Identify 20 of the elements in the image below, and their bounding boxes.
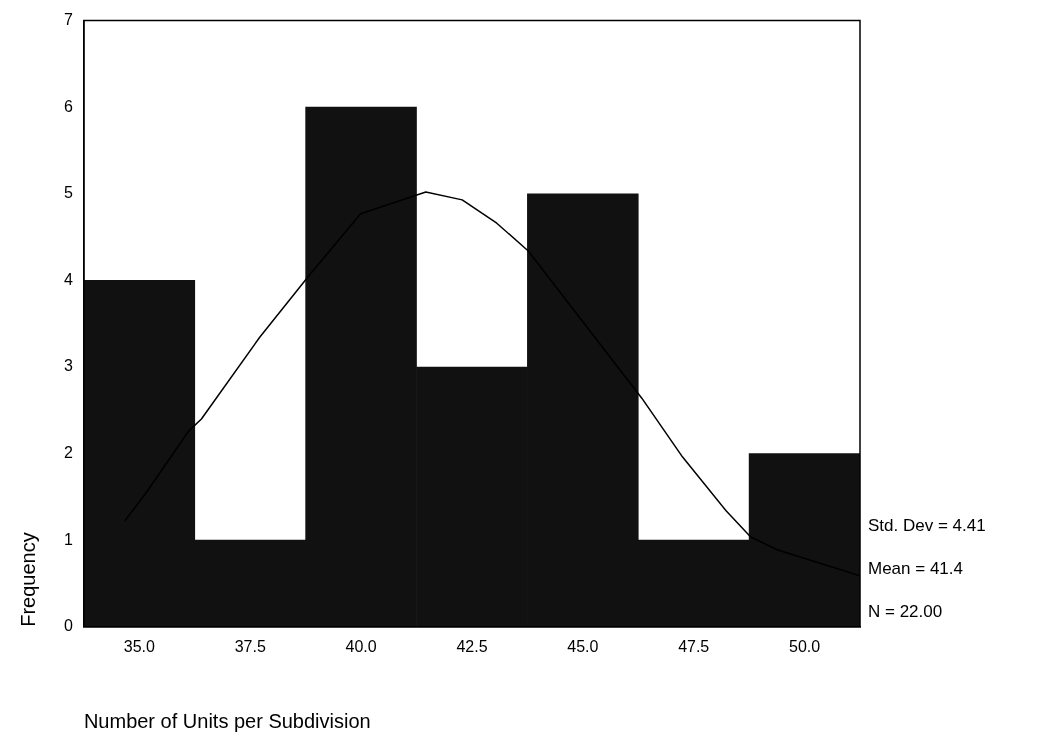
x-tick-label: 47.5: [678, 637, 710, 655]
y-tick-label: 4: [63, 270, 73, 288]
y-tick-label: 5: [63, 184, 73, 202]
x-tick-label: 50.0: [788, 637, 821, 655]
x-tick-label: 45.0: [567, 637, 599, 655]
y-tick-label: 3: [63, 357, 73, 375]
x-tick-label: 40.0: [345, 637, 377, 655]
y-tick-label: 7: [63, 11, 73, 29]
x-axis-title: Number of Units per Subdivision: [83, 709, 371, 732]
x-tick-label: 42.5: [456, 637, 488, 655]
y-tick-label: 1: [63, 530, 73, 548]
x-tick-label: 35.0: [123, 637, 156, 655]
text: N = 22.00: [868, 602, 943, 622]
text: Std. Dev = 4.41: [868, 516, 986, 536]
y-tick-label: 6: [63, 97, 73, 115]
x-tick-label: 37.5: [234, 637, 266, 655]
y-axis-title: Frequency: [16, 532, 39, 627]
y-tick-label: 2: [63, 444, 73, 462]
y-tick-label: 0: [63, 617, 73, 635]
text: Mean = 41.4: [868, 559, 963, 579]
